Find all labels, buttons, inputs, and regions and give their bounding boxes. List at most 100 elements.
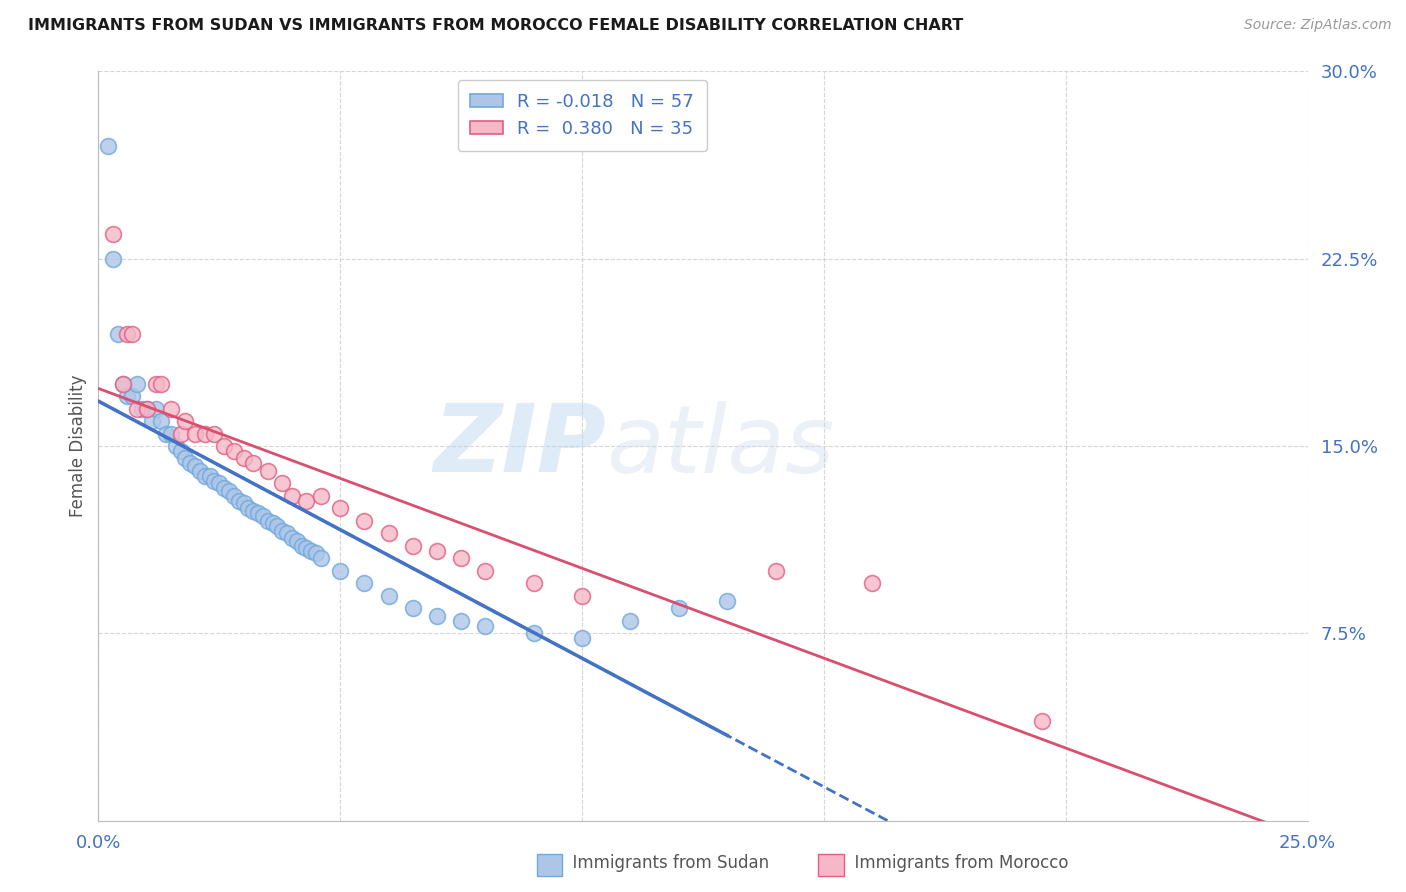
- Point: [353, 514, 375, 528]
- Point: [266, 519, 288, 533]
- Point: [150, 414, 173, 428]
- Text: ZIP: ZIP: [433, 400, 606, 492]
- Point: [450, 614, 472, 628]
- Point: [155, 426, 177, 441]
- Point: [232, 496, 254, 510]
- Point: [242, 457, 264, 471]
- Point: [305, 546, 328, 560]
- Y-axis label: Female Disability: Female Disability: [69, 375, 87, 517]
- Point: [174, 414, 197, 428]
- Point: [329, 564, 352, 578]
- Point: [252, 508, 274, 523]
- Point: [179, 457, 201, 471]
- Point: [619, 614, 641, 628]
- Point: [222, 444, 245, 458]
- Point: [97, 139, 120, 153]
- Point: [121, 389, 143, 403]
- Point: [135, 401, 157, 416]
- Legend: R = -0.018   N = 57, R =  0.380   N = 35: R = -0.018 N = 57, R = 0.380 N = 35: [457, 80, 707, 151]
- Point: [299, 544, 322, 558]
- Point: [174, 451, 197, 466]
- FancyBboxPatch shape: [818, 854, 844, 876]
- Point: [121, 326, 143, 341]
- Point: [184, 458, 207, 473]
- Point: [377, 589, 399, 603]
- Point: [150, 376, 173, 391]
- Point: [117, 389, 139, 403]
- Point: [169, 426, 191, 441]
- Point: [107, 326, 129, 341]
- Point: [184, 426, 207, 441]
- Point: [353, 576, 375, 591]
- Text: atlas: atlas: [606, 401, 835, 491]
- Text: Immigrants from Morocco: Immigrants from Morocco: [844, 855, 1069, 872]
- Point: [198, 469, 221, 483]
- Point: [131, 401, 153, 416]
- Point: [426, 608, 449, 623]
- Point: [402, 601, 425, 615]
- Point: [204, 474, 226, 488]
- Point: [271, 476, 294, 491]
- Point: [290, 539, 312, 553]
- Point: [212, 439, 235, 453]
- Point: [474, 619, 496, 633]
- Point: [160, 401, 183, 416]
- Point: [212, 482, 235, 496]
- Point: [242, 504, 264, 518]
- Point: [860, 576, 883, 591]
- FancyBboxPatch shape: [537, 854, 562, 876]
- Point: [262, 516, 284, 531]
- Point: [141, 414, 163, 428]
- Point: [716, 594, 738, 608]
- Point: [127, 401, 149, 416]
- Point: [165, 439, 187, 453]
- Point: [256, 464, 278, 478]
- Point: [765, 564, 787, 578]
- Point: [295, 494, 318, 508]
- Point: [160, 426, 183, 441]
- Point: [523, 626, 546, 640]
- Point: [571, 632, 593, 646]
- Point: [204, 426, 226, 441]
- Point: [281, 532, 304, 546]
- Text: Immigrants from Sudan: Immigrants from Sudan: [562, 855, 769, 872]
- Point: [377, 526, 399, 541]
- Point: [247, 507, 270, 521]
- Point: [271, 524, 294, 538]
- Point: [101, 252, 124, 266]
- Point: [523, 576, 546, 591]
- Point: [450, 551, 472, 566]
- Point: [208, 476, 231, 491]
- Point: [222, 489, 245, 503]
- Point: [169, 444, 191, 458]
- Point: [111, 376, 134, 391]
- Point: [117, 326, 139, 341]
- Point: [194, 469, 217, 483]
- Point: [218, 483, 240, 498]
- Point: [145, 401, 167, 416]
- Point: [127, 376, 149, 391]
- Point: [111, 376, 134, 391]
- Point: [285, 533, 308, 548]
- Text: Source: ZipAtlas.com: Source: ZipAtlas.com: [1244, 18, 1392, 32]
- Point: [309, 551, 332, 566]
- Point: [256, 514, 278, 528]
- Point: [145, 376, 167, 391]
- Point: [281, 489, 304, 503]
- Point: [232, 451, 254, 466]
- Point: [188, 464, 211, 478]
- Point: [402, 539, 425, 553]
- Point: [238, 501, 260, 516]
- Point: [668, 601, 690, 615]
- Point: [309, 489, 332, 503]
- Point: [135, 401, 157, 416]
- Point: [228, 494, 250, 508]
- Point: [1031, 714, 1053, 728]
- Point: [329, 501, 352, 516]
- Point: [474, 564, 496, 578]
- Point: [276, 526, 298, 541]
- Point: [295, 541, 318, 556]
- Point: [194, 426, 217, 441]
- Text: IMMIGRANTS FROM SUDAN VS IMMIGRANTS FROM MOROCCO FEMALE DISABILITY CORRELATION C: IMMIGRANTS FROM SUDAN VS IMMIGRANTS FROM…: [28, 18, 963, 33]
- Point: [571, 589, 593, 603]
